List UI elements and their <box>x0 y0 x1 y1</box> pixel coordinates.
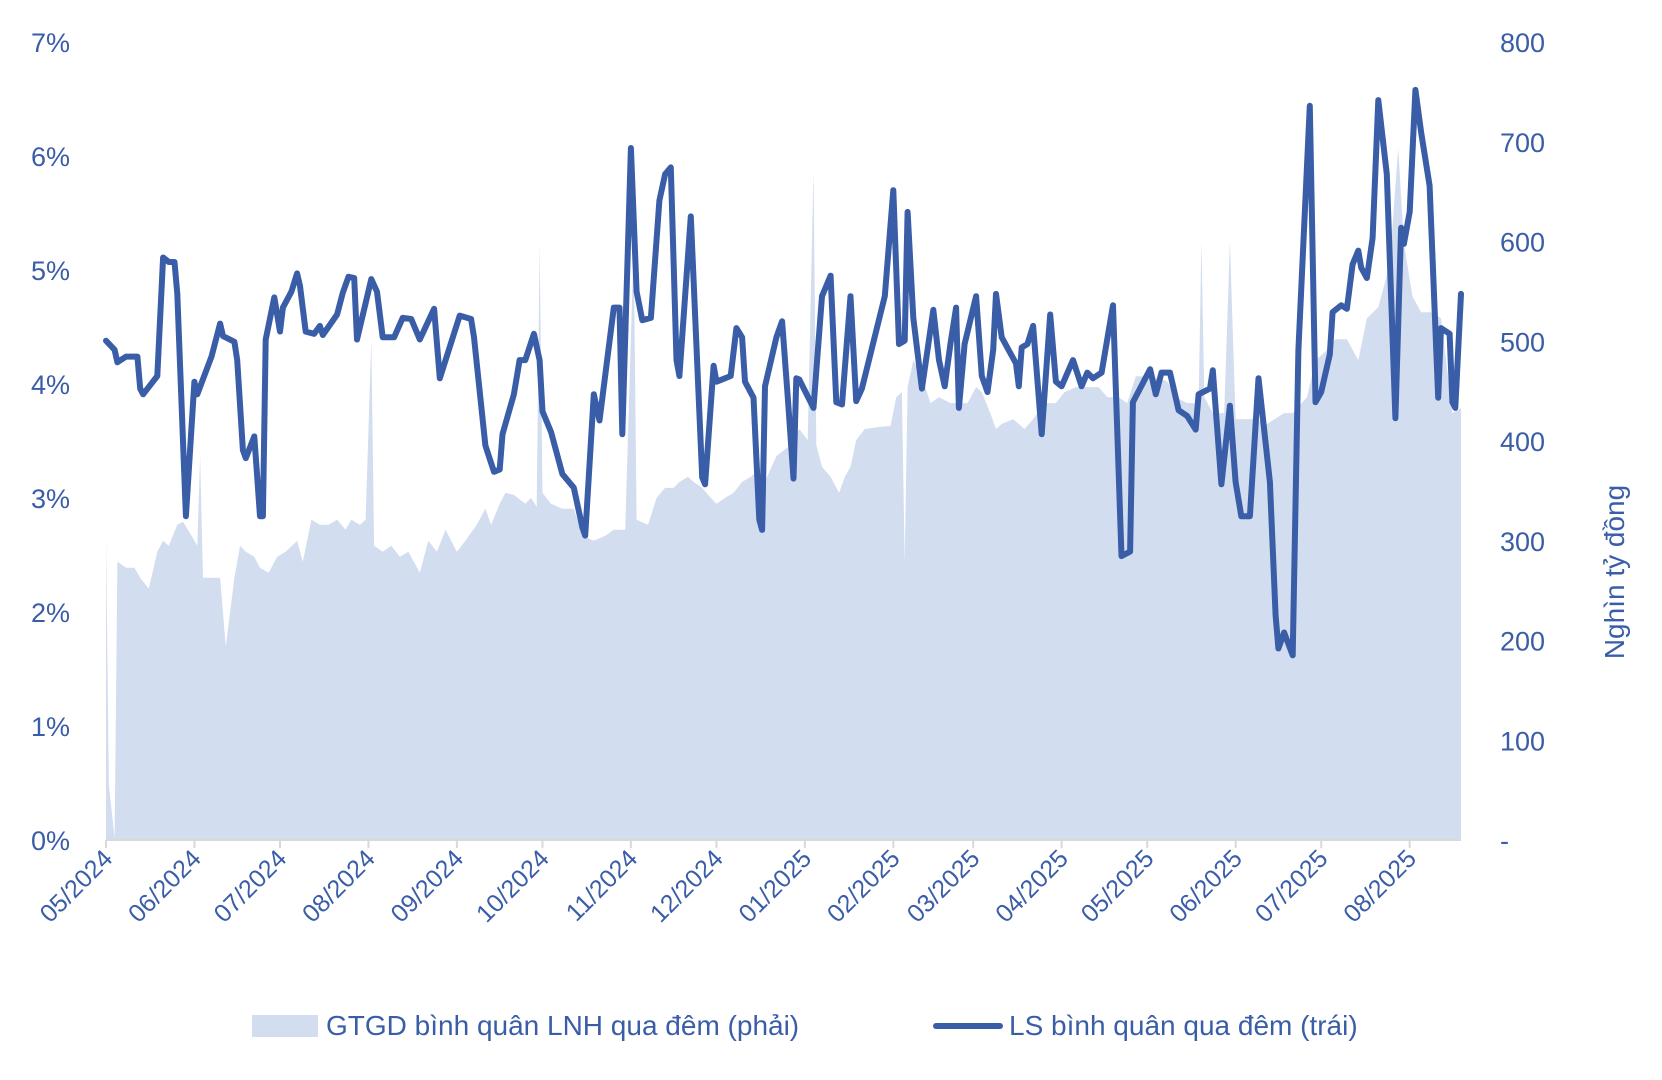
x-tick-label: 08/2025 <box>1338 844 1422 928</box>
y-right-tick-label: 200 <box>1500 627 1545 657</box>
y-left-tick-label: 7% <box>31 28 70 58</box>
x-tick-label: 12/2024 <box>645 844 729 928</box>
legend-line-label: LS bình quân qua đêm (trái) <box>1009 1010 1358 1041</box>
y-right-tick-label: 300 <box>1500 527 1545 557</box>
y-axis-right: - 100 200 300 400 500 600 700 800 <box>1500 28 1545 856</box>
legend-item-line: LS bình quân qua đêm (trái) <box>933 1010 1358 1042</box>
x-tick-label: 03/2025 <box>902 844 986 928</box>
y-axis-left: 0% 1% 2% 3% 4% 5% 6% 7% <box>31 28 70 856</box>
legend-area-swatch <box>252 1015 318 1037</box>
x-axis-labels: 05/2024 06/2024 07/2024 08/2024 09/2024 10/20… <box>35 844 1422 928</box>
area-series-layer <box>106 147 1461 840</box>
line-series-layer <box>103 86 1464 659</box>
y-right-tick-label: 800 <box>1500 28 1545 58</box>
x-tick-label: 05/2025 <box>1076 844 1160 928</box>
y-right-tick-label: 100 <box>1500 726 1545 756</box>
line-series-ls <box>103 86 1464 659</box>
y-left-tick-label: 5% <box>31 256 70 286</box>
x-tick-label: 08/2024 <box>297 844 381 928</box>
y-left-tick-label: 6% <box>31 142 70 172</box>
y-left-tick-label: 2% <box>31 598 70 628</box>
x-tick-label: 10/2024 <box>471 844 555 928</box>
y-right-tick-label: - <box>1500 826 1509 856</box>
x-tick-label: 07/2025 <box>1250 844 1334 928</box>
x-tick-label: 04/2025 <box>990 844 1074 928</box>
y-right-tick-label: 700 <box>1500 128 1545 158</box>
x-tick-label: 07/2024 <box>209 844 293 928</box>
y-right-tick-label: 600 <box>1500 228 1545 258</box>
legend-line-swatch <box>933 1023 1003 1029</box>
x-tick-label: 11/2024 <box>561 844 643 926</box>
y-axis-right-title: Nghìn tỷ đồng <box>1599 485 1630 659</box>
x-tick-label: 06/2024 <box>123 844 207 928</box>
y-right-tick-label: 400 <box>1500 427 1545 457</box>
legend-item-area: GTGD bình quân LNH qua đêm (phải) <box>252 1010 799 1042</box>
x-tick-label: 05/2024 <box>35 844 119 928</box>
x-tick-label: 02/2025 <box>822 844 906 928</box>
legend-area-label: GTGD bình quân LNH qua đêm (phải) <box>326 1010 800 1041</box>
y-left-tick-label: 4% <box>31 370 70 400</box>
area-series-gtgd <box>106 147 1461 840</box>
x-tick-label: 09/2024 <box>385 844 469 928</box>
x-tick-label: 01/2025 <box>733 844 817 928</box>
y-left-tick-label: 0% <box>31 826 70 856</box>
y-left-tick-label: 3% <box>31 484 70 514</box>
x-axis <box>105 839 1461 848</box>
y-left-tick-label: 1% <box>31 712 70 742</box>
x-tick-label: 06/2025 <box>1164 844 1248 928</box>
y-right-tick-label: 500 <box>1500 327 1545 357</box>
legend: GTGD bình quân LNH qua đêm (phải) LS bìn… <box>0 1010 1662 1050</box>
